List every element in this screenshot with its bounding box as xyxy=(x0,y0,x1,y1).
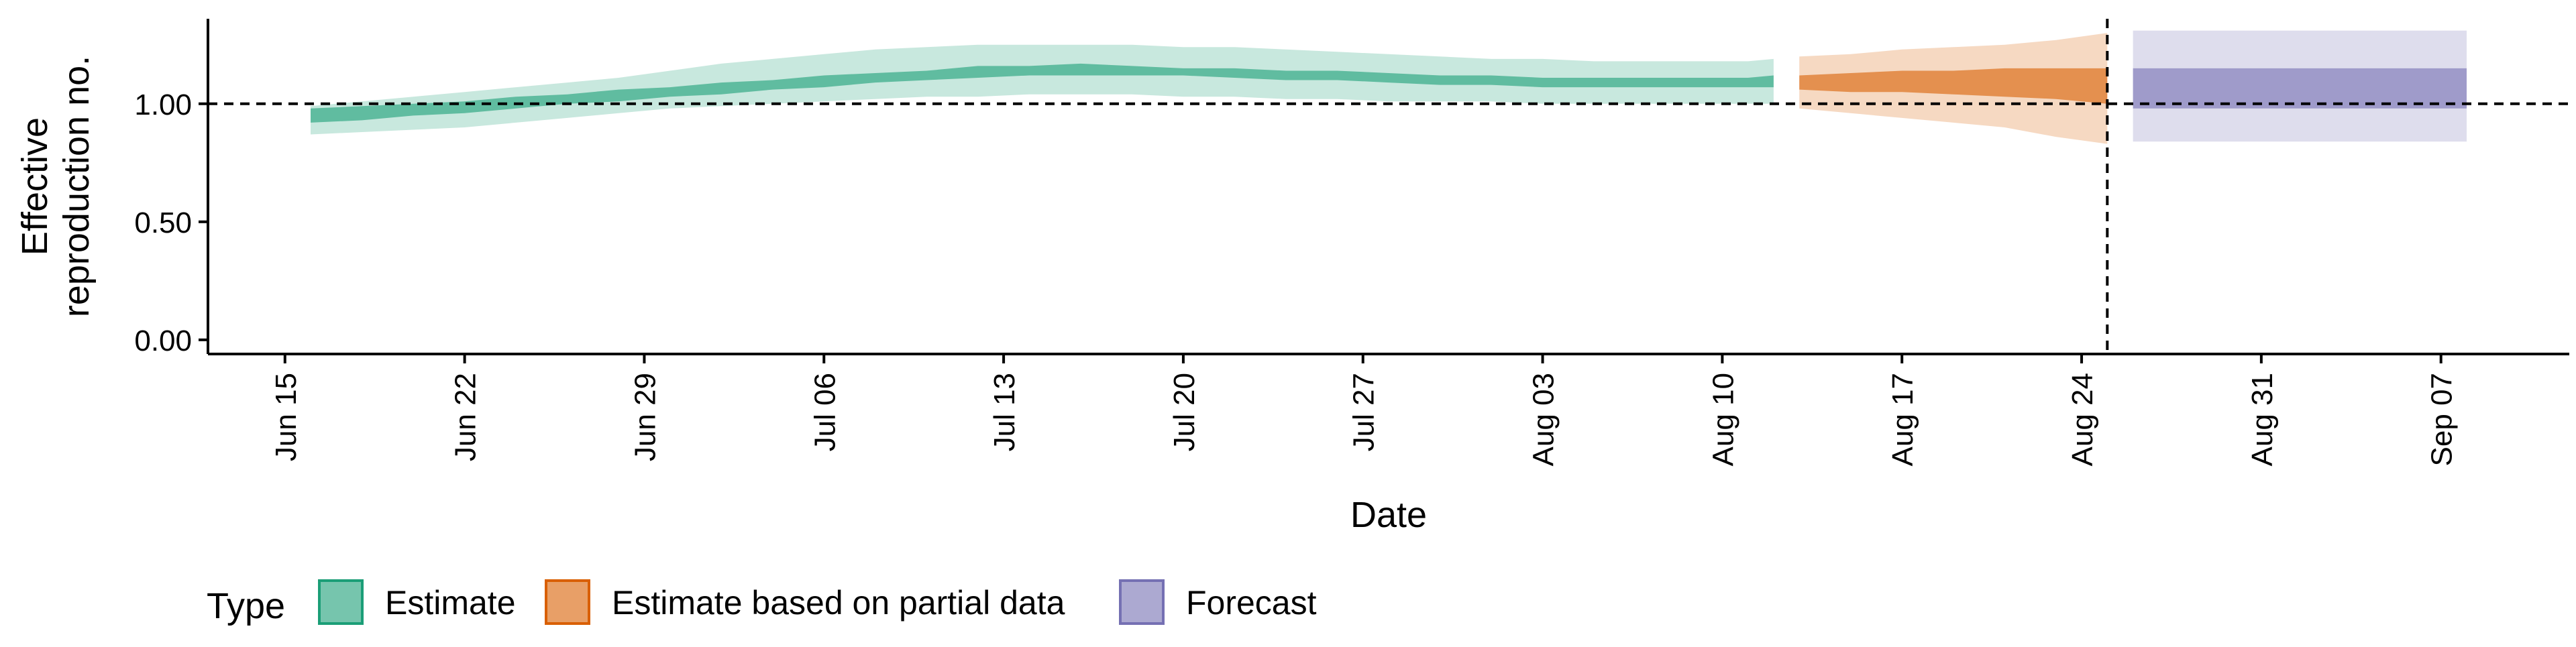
legend-key-partial xyxy=(545,579,590,625)
x-tick-label: Aug 03 xyxy=(1527,373,1560,466)
x-axis-ticks: Jun 15 Jun 22 Jun 29 Jul 06 Jul 13 Jul 20 Jul … xyxy=(270,354,2459,466)
band-inner-estimate xyxy=(311,63,1774,123)
x-tick-label: Jul 20 xyxy=(1168,373,1201,451)
y-tick-label: 0.50 xyxy=(134,207,192,239)
x-tick-label: Aug 10 xyxy=(1707,373,1739,466)
axes: Jun 15 Jun 22 Jun 29 Jul 06 Jul 13 Jul 20 Jul … xyxy=(134,19,2569,466)
y-axis-label-line-1: Effective xyxy=(15,117,55,255)
x-tick-label: Aug 24 xyxy=(2066,373,2099,466)
legend-label-partial: Estimate based on partial data xyxy=(612,584,1065,622)
legend-label-forecast: Forecast xyxy=(1186,584,1317,622)
y-tick-label: 0.00 xyxy=(134,325,192,357)
x-tick-label: Jul 13 xyxy=(988,373,1021,451)
legend-key-estimate xyxy=(318,579,364,625)
band-outer-estimate xyxy=(311,44,1774,135)
x-tick-label: Sep 07 xyxy=(2426,373,2459,466)
legend-title: Type xyxy=(207,586,285,626)
legend: Type Estimate Estimate based on partial d… xyxy=(207,579,1317,626)
x-tick-label: Jun 15 xyxy=(270,373,303,461)
band-inner-partial xyxy=(1799,68,2108,104)
y-axis-ticks: 0.00 0.50 1.00 xyxy=(134,89,208,357)
band-inner-forecast xyxy=(2133,68,2467,109)
x-tick-label: Jul 27 xyxy=(1348,373,1381,451)
x-tick-label: Jun 29 xyxy=(629,373,661,461)
x-tick-label: Jun 22 xyxy=(449,373,482,461)
x-tick-label: Aug 17 xyxy=(1886,373,1919,466)
legend-label-estimate: Estimate xyxy=(385,584,516,622)
y-tick-label: 1.00 xyxy=(134,89,192,121)
x-tick-label: Aug 31 xyxy=(2246,373,2279,466)
y-axis-label-line-2: reproduction no. xyxy=(56,56,97,317)
x-axis-label: Date xyxy=(1350,495,1427,535)
plot-area xyxy=(208,19,2569,354)
legend-key-forecast xyxy=(1119,579,1165,625)
x-tick-label: Jul 06 xyxy=(808,373,841,451)
legend-items: Estimate Estimate based on partial data Fo… xyxy=(318,579,1317,625)
